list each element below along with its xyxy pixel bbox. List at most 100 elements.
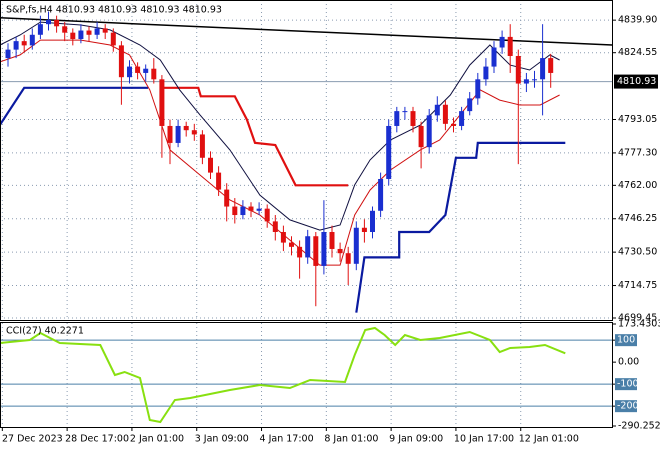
candle-body xyxy=(353,227,359,264)
x-tick-label: 3 Jan 09:00 xyxy=(195,434,249,445)
candle-body xyxy=(248,206,254,211)
candle-body xyxy=(29,34,35,46)
candle-body xyxy=(313,236,319,266)
candle-body xyxy=(216,172,222,190)
candle-body xyxy=(523,79,529,84)
indicator-line xyxy=(0,21,560,231)
level-label-box xyxy=(615,334,637,347)
x-tick-label: 4 Jan 17:00 xyxy=(260,434,314,445)
y-tick-label: -290.2528 xyxy=(618,421,660,432)
candle-body xyxy=(451,123,456,126)
current-price-box xyxy=(614,74,658,89)
price-panel xyxy=(0,0,616,320)
x-tick-label: 12 Jan 01:00 xyxy=(519,434,579,445)
candle-body xyxy=(167,125,173,143)
candle-body xyxy=(102,28,108,33)
cci-panel xyxy=(0,323,612,427)
candle-body xyxy=(548,58,554,73)
candle-body xyxy=(532,79,537,81)
candle-body xyxy=(442,104,448,124)
cci-line xyxy=(0,326,566,424)
level-label-box xyxy=(615,400,637,413)
x-tick-label: 10 Jan 17:00 xyxy=(454,434,514,445)
candle-body xyxy=(467,98,473,112)
candle-body xyxy=(272,221,278,232)
y-tick-label: 4730.50 xyxy=(618,247,657,258)
y-tick-label: 4746.25 xyxy=(618,213,657,224)
candle-body xyxy=(337,248,343,254)
indicator-title: CCI(27) 40.2271 xyxy=(6,326,84,337)
candle-body xyxy=(118,45,124,78)
candle-body xyxy=(151,68,157,80)
candle-body xyxy=(127,66,132,78)
candle-body xyxy=(321,231,327,266)
candle-body xyxy=(297,246,303,258)
candle-body xyxy=(434,104,440,116)
candle-body xyxy=(46,19,51,25)
candle-body xyxy=(5,49,11,59)
candle-body xyxy=(183,125,189,131)
y-tick-label: 4777.30 xyxy=(618,147,657,158)
candle-body xyxy=(13,41,19,50)
candle-body xyxy=(86,30,92,35)
candle-body xyxy=(70,32,76,40)
candle-body xyxy=(329,231,335,249)
candle-body xyxy=(402,111,408,113)
price-frame xyxy=(0,0,613,321)
candle-body xyxy=(394,111,400,126)
candle-body xyxy=(280,231,286,243)
candle-body xyxy=(232,206,238,216)
candle-body xyxy=(361,227,367,232)
candle-body xyxy=(208,157,213,173)
x-tick-label: 2 Jan 01:00 xyxy=(130,434,184,445)
candle-body xyxy=(475,79,481,99)
candle-body xyxy=(483,66,489,80)
indicator-line xyxy=(355,141,566,313)
candle-body xyxy=(21,41,27,46)
y-tick-label: 4699.45 xyxy=(618,312,657,323)
y-tick-label: 4714.75 xyxy=(618,280,657,291)
candle-body xyxy=(305,236,311,258)
candle-body xyxy=(78,30,84,40)
y-tick-label: 4839.90 xyxy=(618,15,657,26)
candle-body xyxy=(110,32,116,46)
candle-body xyxy=(199,134,205,158)
candle-body xyxy=(459,111,465,126)
candle-body xyxy=(264,208,270,222)
indicator-line xyxy=(0,86,149,126)
candle-body xyxy=(289,242,294,247)
candle-body xyxy=(386,125,392,179)
candle-body xyxy=(370,210,375,232)
candle-body xyxy=(62,26,68,33)
candle-body xyxy=(378,178,384,211)
candle-body xyxy=(175,125,181,143)
candle-body xyxy=(37,24,43,35)
candle-body xyxy=(94,28,100,35)
y-tick-label: -200 xyxy=(617,401,639,412)
candle-body xyxy=(540,58,546,80)
candle-body xyxy=(256,208,262,211)
level-label-box xyxy=(615,378,637,391)
cci-frame xyxy=(0,322,613,428)
candle-body xyxy=(345,253,351,264)
x-tick-label: 8 Jan 01:00 xyxy=(324,434,378,445)
y-tick-label: 4762.00 xyxy=(618,180,657,191)
candle-body xyxy=(240,206,246,216)
candle-body xyxy=(499,36,505,48)
y-tick-label: -100 xyxy=(617,379,639,390)
x-tick-label: 9 Jan 09:00 xyxy=(389,434,443,445)
candle-body xyxy=(507,36,513,56)
y-tick-label: 4793.05 xyxy=(618,114,657,125)
candle-body xyxy=(135,66,141,73)
y-tick-label: 0.00 xyxy=(618,357,639,368)
candle-body xyxy=(515,55,521,84)
candle-body xyxy=(410,111,416,126)
candle-body xyxy=(418,125,424,148)
candle-body xyxy=(143,68,149,73)
chart-title: S&P,fs,H4 4810.93 4810.93 4810.93 4810.9… xyxy=(6,5,222,16)
y-tick-label: 100 xyxy=(617,335,635,346)
x-tick-label: 28 Dec 17:00 xyxy=(65,434,129,445)
current-price-label: 4810.93 xyxy=(617,76,656,87)
